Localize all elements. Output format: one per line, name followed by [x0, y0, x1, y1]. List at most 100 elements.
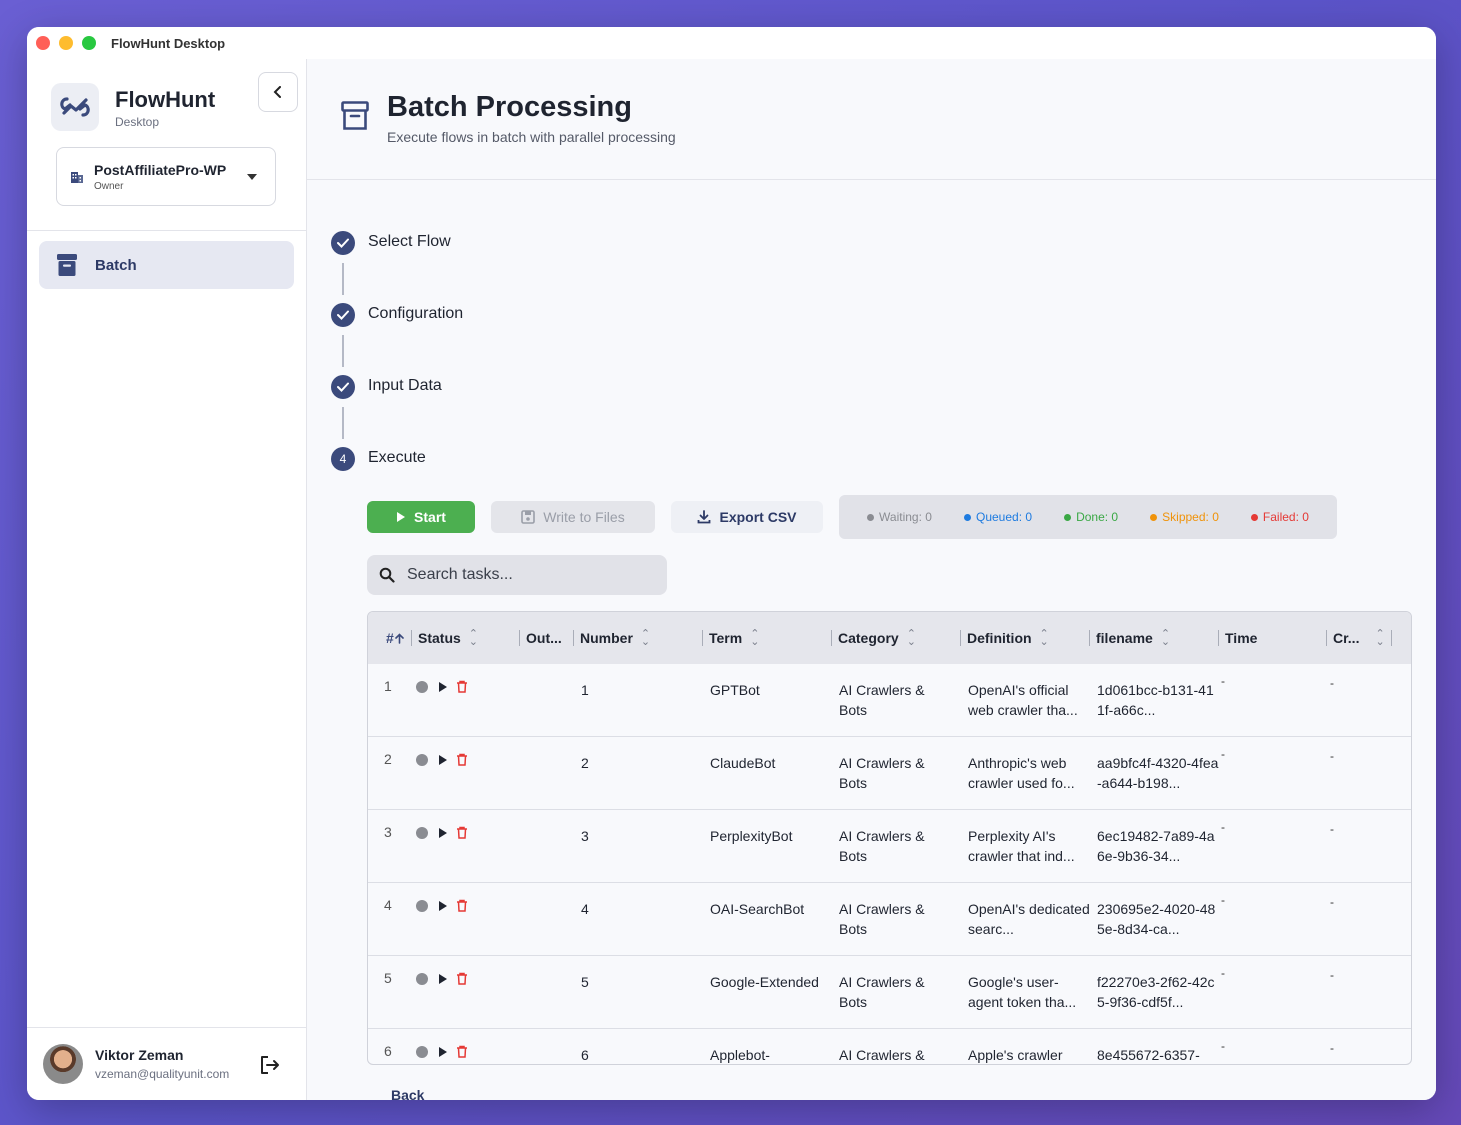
column-header-term[interactable]: Term ⌃ ⌄: [709, 612, 759, 664]
check-icon: [331, 375, 355, 399]
window-title: FlowHunt Desktop: [111, 36, 226, 51]
cell-category: AI Crawlers &: [839, 1047, 925, 1063]
logout-icon[interactable]: [259, 1054, 281, 1076]
export-csv-button[interactable]: Export CSV: [671, 501, 823, 533]
failed-dot-icon: [1250, 513, 1258, 521]
column-separator[interactable]: [960, 630, 961, 646]
waiting-label: Waiting: 0: [879, 510, 932, 524]
minimize-window-button[interactable]: [59, 36, 73, 50]
column-header-time[interactable]: Time: [1225, 612, 1257, 664]
run-task-icon[interactable]: [439, 828, 447, 838]
cell-time: -: [1221, 893, 1225, 907]
status-summary: Waiting: 0 Queued: 0 Done: 0 Skipped: 0 …: [839, 495, 1337, 539]
cell-definition: Anthropic's web crawler used fo...: [968, 755, 1075, 791]
save-icon: [521, 510, 536, 524]
start-button[interactable]: Start: [367, 501, 475, 533]
header-label: Definition: [967, 630, 1032, 646]
cell-filename: 6ec19482-7a89-4a6e-9b36-34...: [1097, 828, 1215, 864]
row-index: 3: [384, 824, 392, 840]
delete-task-icon[interactable]: [456, 972, 468, 985]
column-separator[interactable]: [1326, 630, 1327, 646]
status-waiting-icon: [416, 754, 428, 766]
column-separator[interactable]: [1391, 630, 1392, 646]
column-header-status[interactable]: Status ⌃ ⌄: [418, 612, 478, 664]
column-header-category[interactable]: Category ⌃ ⌄: [838, 612, 916, 664]
download-icon: [698, 510, 711, 524]
header-label: Category: [838, 630, 899, 646]
header-label: #: [386, 630, 394, 646]
user-name: Viktor Zeman: [95, 1047, 184, 1063]
cell-definition: Apple's crawler: [968, 1047, 1063, 1063]
step-select-flow[interactable]: Select Flow: [331, 231, 451, 255]
row-index: 2: [384, 751, 392, 767]
page-title: Batch Processing: [387, 91, 632, 123]
queued-count: Queued: 0: [963, 510, 1032, 524]
step-configuration[interactable]: Configuration: [331, 303, 463, 327]
delete-task-icon[interactable]: [456, 753, 468, 766]
column-separator[interactable]: [831, 630, 832, 646]
brand-subtitle: Desktop: [115, 115, 160, 129]
sidebar-item-batch[interactable]: Batch: [39, 241, 294, 289]
user-email: vzeman@qualityunit.com: [95, 1067, 230, 1081]
column-header-definition[interactable]: Definition ⌃ ⌄: [967, 612, 1049, 664]
export-csv-label: Export CSV: [719, 509, 797, 525]
table-row[interactable]: 2 2 ClaudeBot AI Crawlers & Bots Anthrop…: [368, 737, 1411, 810]
column-header-filename[interactable]: filename ⌃ ⌄: [1096, 612, 1170, 664]
run-task-icon[interactable]: [439, 974, 447, 984]
delete-task-icon[interactable]: [456, 826, 468, 839]
cell-number: 4: [581, 901, 589, 917]
status-waiting-icon: [416, 827, 428, 839]
column-header-output[interactable]: Out...: [526, 612, 562, 664]
column-separator[interactable]: [573, 630, 574, 646]
step-input-data[interactable]: Input Data: [331, 375, 442, 399]
cell-definition: Perplexity AI's crawler that ind...: [968, 828, 1075, 864]
table-row[interactable]: 5 5 Google-Extended AI Crawlers & Bots G…: [368, 956, 1411, 1029]
column-header-number[interactable]: Number ⌃ ⌄: [580, 612, 650, 664]
column-header-created[interactable]: Cr... ⌃ ⌄: [1333, 612, 1385, 664]
write-to-files-button[interactable]: Write to Files: [491, 501, 655, 533]
search-input[interactable]: [407, 555, 657, 595]
step-label: Execute: [368, 449, 426, 466]
table-row[interactable]: 1 1 GPTBot AI Crawlers & Bots OpenAI's o…: [368, 664, 1411, 737]
column-separator[interactable]: [519, 630, 520, 646]
waiting-count: Waiting: 0: [867, 510, 932, 524]
run-task-icon[interactable]: [439, 755, 447, 765]
organization-select[interactable]: PostAffiliatePro-WP Owner: [56, 147, 276, 206]
sort-icon: ⌃ ⌄: [1039, 628, 1049, 648]
run-task-icon[interactable]: [439, 1047, 447, 1057]
column-separator[interactable]: [1218, 630, 1219, 646]
sort-ascending-icon: [394, 632, 404, 644]
waiting-dot-icon: [867, 513, 875, 521]
sort-icon: ⌃ ⌄: [750, 628, 760, 648]
delete-task-icon[interactable]: [456, 899, 468, 912]
check-icon: [331, 303, 355, 327]
column-separator[interactable]: [702, 630, 703, 646]
cell-time: -: [1221, 820, 1225, 834]
run-task-icon[interactable]: [439, 901, 447, 911]
table-row[interactable]: 3 3 PerplexityBot AI Crawlers & Bots Per…: [368, 810, 1411, 883]
table-row[interactable]: 6 6 Applebot- AI Crawlers & Apple's craw…: [368, 1029, 1411, 1064]
tasks-table: # Status ⌃ ⌄ Out... Number ⌃ ⌄: [367, 611, 1412, 1065]
maximize-window-button[interactable]: [82, 36, 96, 50]
step-execute[interactable]: 4 Execute: [331, 447, 426, 471]
app-window: FlowHunt Desktop FlowHunt Desktop: [27, 27, 1436, 1100]
delete-task-icon[interactable]: [456, 1045, 468, 1058]
cell-term: OAI-SearchBot: [710, 901, 805, 917]
cell-category: AI Crawlers & Bots: [839, 974, 925, 1010]
collapse-sidebar-button[interactable]: [258, 72, 298, 112]
close-window-button[interactable]: [36, 36, 50, 50]
column-separator[interactable]: [411, 630, 412, 646]
table-row[interactable]: 4 4 OAI-SearchBot AI Crawlers & Bots Ope…: [368, 883, 1411, 956]
cell-number: 2: [581, 755, 589, 771]
run-task-icon[interactable]: [439, 682, 447, 692]
cell-term: PerplexityBot: [710, 828, 793, 844]
write-to-files-label: Write to Files: [543, 509, 625, 525]
back-button[interactable]: Back: [391, 1087, 425, 1100]
cell-time: -: [1221, 966, 1225, 980]
column-header-index[interactable]: #: [386, 612, 404, 664]
main-content: Batch Processing Execute flows in batch …: [307, 59, 1436, 1100]
cell-term: GPTBot: [710, 682, 760, 698]
delete-task-icon[interactable]: [456, 680, 468, 693]
column-separator[interactable]: [1089, 630, 1090, 646]
cell-category: AI Crawlers & Bots: [839, 901, 925, 937]
